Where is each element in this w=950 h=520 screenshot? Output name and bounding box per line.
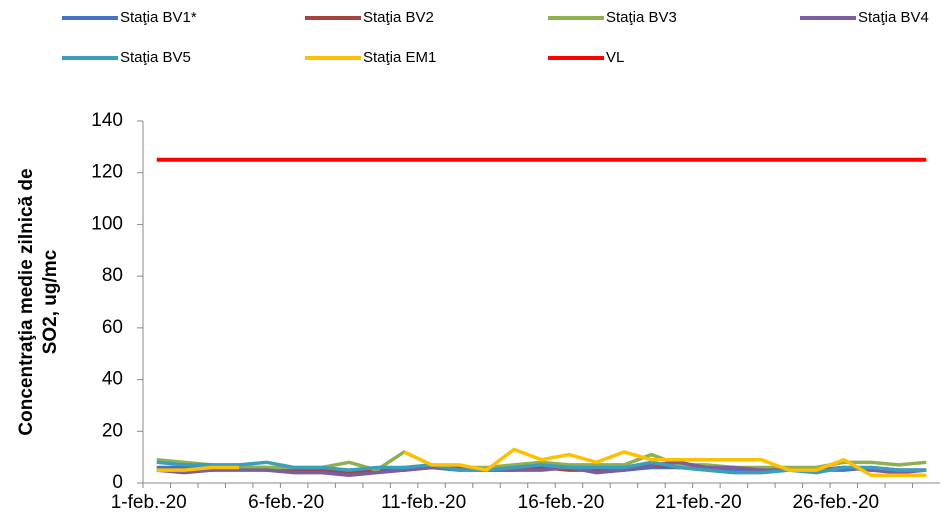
y-tick-label: 100 [91, 213, 123, 234]
y-tick-label: 0 [112, 472, 123, 493]
series-line [156, 465, 240, 472]
legend-label: Staţia BV5 [120, 49, 191, 66]
legend-label: Staţia BV2 [363, 9, 434, 26]
x-tick-label: 16-feb.-20 [518, 492, 605, 513]
legend-label: VL [606, 49, 624, 66]
y-tick-label: 40 [102, 369, 123, 390]
x-tick-label: 21-feb.-20 [655, 492, 742, 513]
x-tick-label: 11-feb.-20 [381, 492, 466, 513]
x-tick-label: 1-feb.-20 [111, 492, 187, 513]
y-tick-label: 80 [102, 265, 123, 286]
legend-label: Staţia EM1 [363, 49, 436, 66]
y-tick-label: 120 [91, 162, 123, 183]
y-axis-label-line: Concentraţia medie zilnică de [16, 168, 37, 435]
series-line [403, 447, 927, 477]
legend-label: Staţia BV4 [858, 9, 929, 26]
legend-label: Staţia BV1* [120, 9, 197, 26]
y-tick-label: 20 [102, 420, 123, 441]
y-tick-label: 140 [91, 110, 123, 131]
y-axis-label-line: SO2, ug/mc [40, 249, 61, 354]
y-tick-label: 60 [102, 317, 123, 338]
y-axis-label: Concentraţia medie zilnică de SO2, ug/mc [16, 168, 61, 435]
x-tick-label: 6-feb.-20 [248, 492, 324, 513]
legend-label: Staţia BV3 [606, 9, 677, 26]
x-tick-label: 26-feb.-20 [792, 492, 879, 513]
